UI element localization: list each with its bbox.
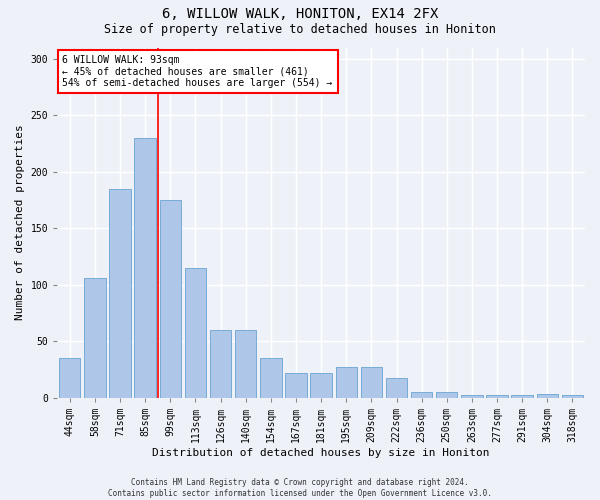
Bar [235,330,256,398]
Bar [361,367,382,398]
Bar [260,358,281,398]
Text: 6, WILLOW WALK, HONITON, EX14 2FX: 6, WILLOW WALK, HONITON, EX14 2FX [162,8,438,22]
Y-axis label: Number of detached properties: Number of detached properties [15,124,25,320]
Bar [134,138,156,398]
Bar [461,396,482,398]
Bar [536,394,558,398]
Text: 6 WILLOW WALK: 93sqm
← 45% of detached houses are smaller (461)
54% of semi-deta: 6 WILLOW WALK: 93sqm ← 45% of detached h… [62,54,333,88]
Bar [59,358,80,398]
Bar [310,373,332,398]
Bar [160,200,181,398]
Bar [109,188,131,398]
Bar [285,373,307,398]
Bar [436,392,457,398]
Text: Size of property relative to detached houses in Honiton: Size of property relative to detached ho… [104,22,496,36]
Bar [411,392,433,398]
Bar [511,396,533,398]
Bar [210,330,231,398]
Text: Contains HM Land Registry data © Crown copyright and database right 2024.
Contai: Contains HM Land Registry data © Crown c… [108,478,492,498]
Bar [487,396,508,398]
Bar [335,367,357,398]
Bar [386,378,407,398]
Bar [562,396,583,398]
Bar [185,268,206,398]
Bar [84,278,106,398]
X-axis label: Distribution of detached houses by size in Honiton: Distribution of detached houses by size … [152,448,490,458]
